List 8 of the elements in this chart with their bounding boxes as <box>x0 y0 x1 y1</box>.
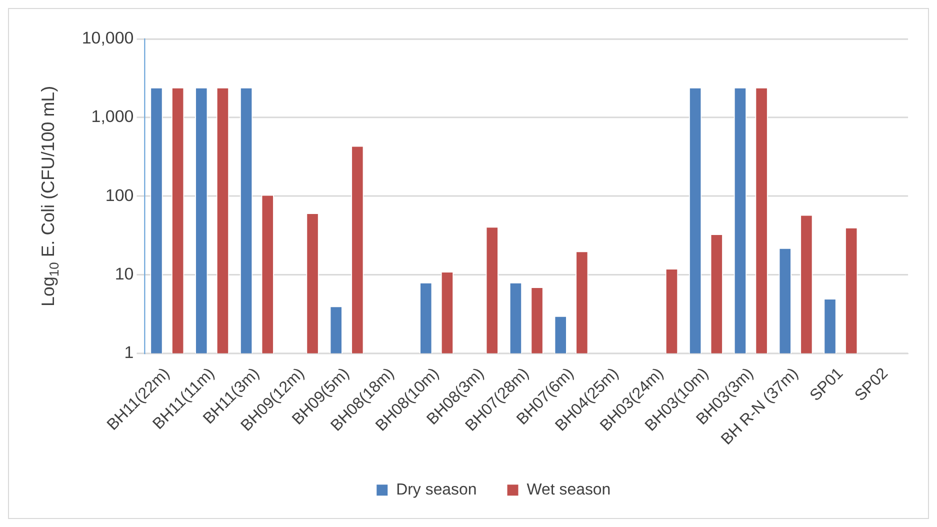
y-tick-label: 1,000 <box>91 107 134 126</box>
y-tick-label: 100 <box>105 186 134 205</box>
legend-label: Dry season <box>396 482 477 498</box>
y-tick-label: 10,000 <box>82 28 134 48</box>
legend-label: Wet season <box>526 482 611 498</box>
y-tick-label: 10 <box>114 264 134 284</box>
y-axis-title: Log10 E. Coli (CFU/100 mL) <box>38 86 62 306</box>
y-tick-label: 1 <box>124 343 134 362</box>
